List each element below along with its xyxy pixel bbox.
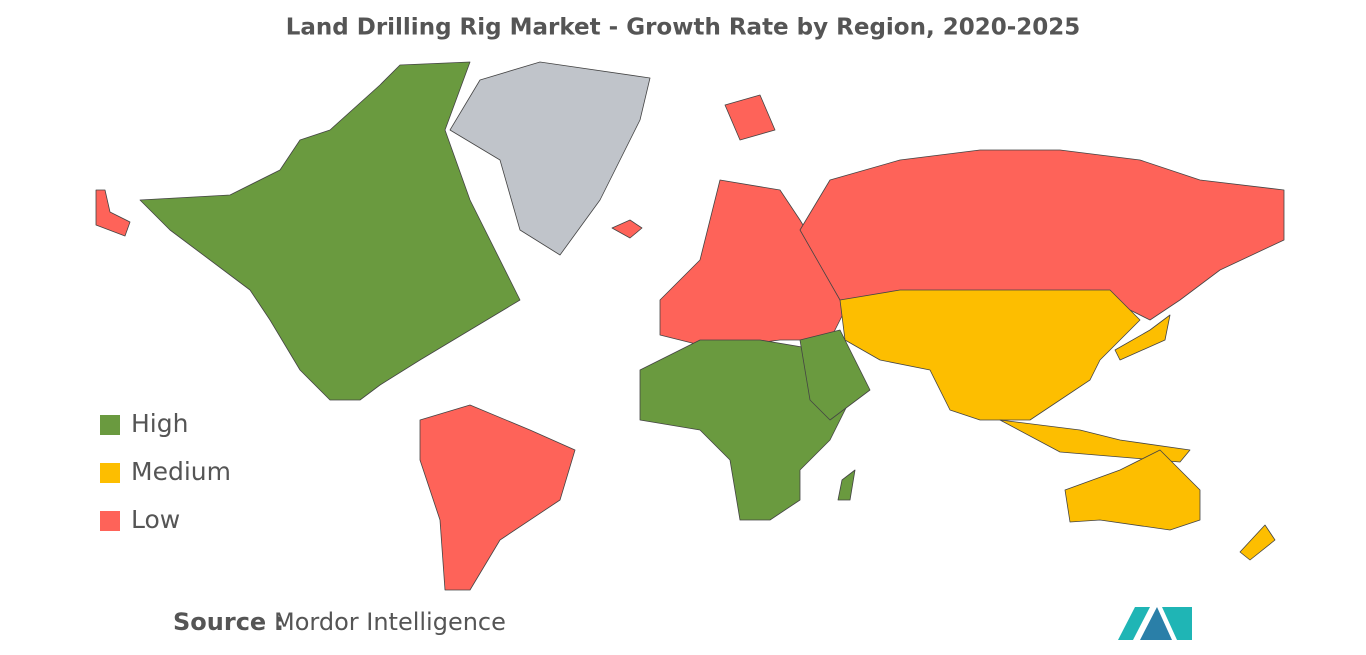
logo bbox=[1118, 607, 1192, 640]
arctic-islands bbox=[724, 94, 776, 141]
indonesia bbox=[999, 419, 1191, 463]
japan bbox=[1114, 314, 1171, 361]
legend-swatch bbox=[100, 415, 120, 435]
map bbox=[95, 61, 1285, 591]
middle-east bbox=[799, 329, 871, 421]
legend: High Medium Low bbox=[100, 409, 231, 534]
chart-title: Land Drilling Rig Market - Growth Rate b… bbox=[286, 15, 1081, 41]
australia bbox=[1064, 449, 1201, 531]
new-zealand bbox=[1239, 524, 1276, 561]
madagascar bbox=[837, 469, 856, 501]
source-label: Source : bbox=[173, 608, 284, 636]
legend-label: Low bbox=[131, 505, 180, 534]
africa bbox=[639, 339, 851, 521]
south-america bbox=[419, 404, 576, 591]
alaska-tip bbox=[95, 189, 131, 237]
iceland bbox=[611, 219, 643, 239]
legend-swatch bbox=[100, 511, 120, 531]
asia bbox=[839, 289, 1141, 421]
source-text: Mordor Intelligence bbox=[274, 608, 506, 636]
north-america bbox=[139, 61, 521, 401]
greenland bbox=[449, 61, 651, 256]
legend-label: High bbox=[131, 409, 188, 438]
legend-swatch bbox=[100, 463, 120, 483]
legend-label: Medium bbox=[131, 457, 231, 486]
